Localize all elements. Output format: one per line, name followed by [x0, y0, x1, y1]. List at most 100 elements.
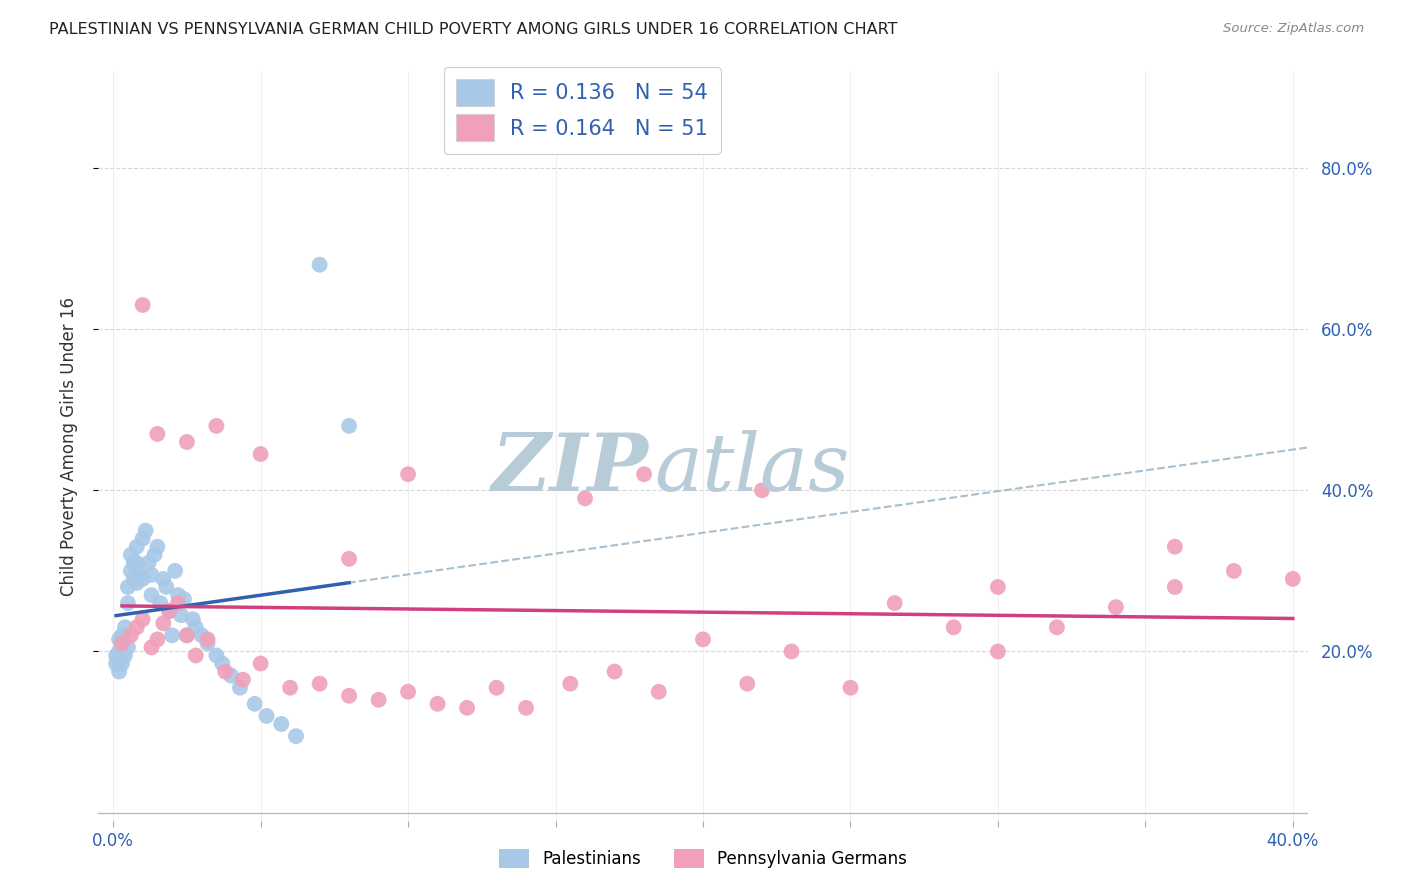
Text: atlas: atlas — [655, 430, 851, 508]
Point — [515, 701, 537, 715]
Point — [181, 612, 204, 626]
Point — [285, 729, 308, 743]
Point — [278, 681, 301, 695]
Point — [146, 632, 169, 647]
Point — [160, 628, 183, 642]
Point — [131, 612, 153, 626]
Point — [131, 532, 153, 546]
Point — [249, 447, 271, 461]
Point — [165, 564, 187, 578]
Point — [256, 709, 278, 723]
Point — [117, 596, 139, 610]
Point — [114, 648, 136, 663]
Point — [396, 684, 419, 698]
Point — [751, 483, 773, 498]
Point — [138, 556, 160, 570]
Point — [633, 467, 655, 482]
Point — [184, 620, 207, 634]
Point — [141, 640, 163, 655]
Point — [176, 628, 198, 642]
Point — [308, 676, 330, 690]
Point — [122, 556, 145, 570]
Point — [692, 632, 714, 647]
Point — [152, 616, 174, 631]
Point — [111, 657, 134, 671]
Point — [219, 668, 242, 682]
Text: Source: ZipAtlas.com: Source: ZipAtlas.com — [1223, 22, 1364, 36]
Point — [125, 620, 148, 634]
Point — [173, 592, 195, 607]
Point — [152, 572, 174, 586]
Point — [1282, 572, 1305, 586]
Point — [122, 572, 145, 586]
Point — [1223, 564, 1246, 578]
Point — [167, 588, 190, 602]
Point — [146, 540, 169, 554]
Point — [120, 548, 142, 562]
Point — [942, 620, 965, 634]
Point — [111, 636, 134, 650]
Point — [120, 628, 142, 642]
Point — [131, 298, 153, 312]
Point — [125, 556, 148, 570]
Point — [205, 418, 228, 433]
Point — [232, 673, 254, 687]
Point — [108, 632, 131, 647]
Point — [157, 604, 180, 618]
Point — [308, 258, 330, 272]
Point — [211, 657, 233, 671]
Point — [456, 701, 478, 715]
Point — [117, 580, 139, 594]
Point — [243, 697, 266, 711]
Point — [141, 568, 163, 582]
Point — [135, 524, 157, 538]
Point — [1105, 600, 1128, 615]
Point — [157, 604, 180, 618]
Point — [249, 657, 271, 671]
Point — [987, 580, 1010, 594]
Point — [146, 426, 169, 441]
Point — [120, 564, 142, 578]
Point — [337, 551, 360, 566]
Point — [214, 665, 236, 679]
Point — [270, 717, 292, 731]
Point — [184, 648, 207, 663]
Point — [111, 628, 134, 642]
Point — [155, 580, 177, 594]
Point — [337, 689, 360, 703]
Point — [131, 572, 153, 586]
Text: ZIP: ZIP — [492, 430, 648, 508]
Point — [108, 665, 131, 679]
Point — [574, 491, 596, 506]
Point — [105, 657, 128, 671]
Point — [485, 681, 508, 695]
Point — [648, 684, 671, 698]
Point — [108, 644, 131, 658]
Point — [111, 636, 134, 650]
Point — [105, 648, 128, 663]
Point — [426, 697, 449, 711]
Point — [128, 568, 150, 582]
Point — [367, 693, 389, 707]
Point — [883, 596, 905, 610]
Point — [176, 628, 198, 642]
Legend: Palestinians, Pennsylvania Germans: Palestinians, Pennsylvania Germans — [492, 842, 914, 875]
Point — [603, 665, 626, 679]
Point — [1164, 540, 1187, 554]
Point — [1046, 620, 1069, 634]
Point — [197, 636, 219, 650]
Point — [149, 596, 172, 610]
Point — [987, 644, 1010, 658]
Point — [125, 540, 148, 554]
Point — [1164, 580, 1187, 594]
Point — [143, 548, 166, 562]
Point — [125, 576, 148, 591]
Point — [229, 681, 252, 695]
Text: PALESTINIAN VS PENNSYLVANIA GERMAN CHILD POVERTY AMONG GIRLS UNDER 16 CORRELATIO: PALESTINIAN VS PENNSYLVANIA GERMAN CHILD… — [49, 22, 897, 37]
Point — [117, 640, 139, 655]
Point — [190, 628, 212, 642]
Point — [170, 608, 193, 623]
Point — [197, 632, 219, 647]
Y-axis label: Child Poverty Among Girls Under 16: Child Poverty Among Girls Under 16 — [59, 296, 77, 596]
Point — [205, 648, 228, 663]
